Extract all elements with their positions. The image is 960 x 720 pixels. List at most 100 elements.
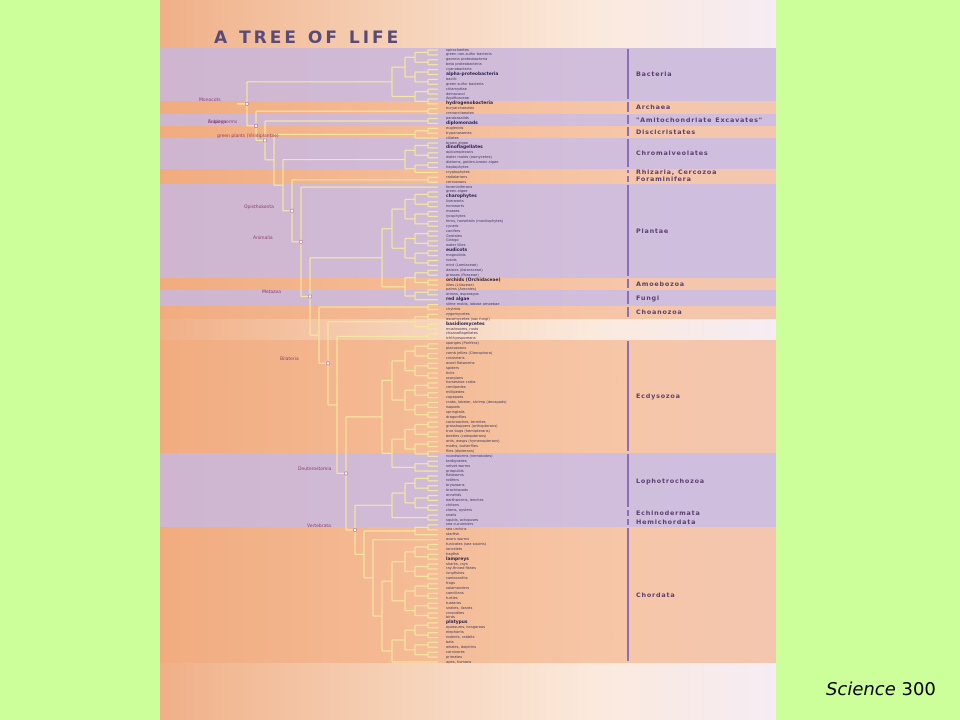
taxon-label: lancelets [446,546,463,551]
taxon-label: millipedes [446,390,465,395]
taxon-label: roundworms (nematodes) [446,453,493,458]
clade-label: Foraminifera [636,175,692,183]
clade-band [160,169,776,175]
taxon-label: parabasalids [446,116,469,121]
taxon-label: foraminiferans [446,184,473,189]
taxon-label: tunicates (sea squirts) [446,541,487,546]
taxon-label: acoel flatworms [446,360,475,365]
taxon-label: radiolarians [446,174,468,179]
taxon-label: grasshoppers (orthopterans) [446,424,498,429]
clade-label: Archaea [636,103,671,111]
taxon-label: placozoans [446,346,467,351]
taxon-label: cyanobacteria [446,67,472,72]
clade-band [160,340,776,453]
clade-band [160,114,776,126]
taxon-label: gamma proteobacteria [446,57,488,62]
taxon-label: copepods [446,395,464,400]
taxon-label: mosses [446,209,460,214]
taxon-label: cercozoans [446,179,467,184]
taxon-label: squids, octopuses [446,517,479,522]
clade-band [160,290,776,306]
taxon-label: Aquificaceae [446,96,469,101]
clade-label: Ecdysozoa [636,392,681,400]
taxon-label: turtles [446,595,458,600]
clade-node-marker [344,471,348,476]
taxon-label: ants, wasps (hymenopterans) [446,439,500,444]
taxon-label: sponges (Porifera) [446,341,479,346]
clade-label: Bacteria [636,70,673,78]
taxon-label: rotifers [446,478,459,483]
clade-band [160,509,776,518]
clade-band [160,175,776,184]
taxon-label: hagfish [446,551,460,556]
taxon-label: red algae [446,297,470,303]
taxon-label: water lilies [446,243,466,248]
taxon-label: carnivores [446,649,465,654]
taxon-label: lungfishes [446,571,465,576]
taxon-label: cnidarians [446,355,465,360]
taxon-label: cryptophytes [446,169,470,174]
taxon-label: trypanosomes [446,130,472,135]
clade-node-label: Angiosperms [208,119,238,125]
taxon-label: green non-sulfur bacteria [446,52,492,57]
taxon-label: mushrooms, rusts [446,326,479,331]
taxon-labels: Bacteria Archaea "Amitochondriate Excavate… [160,0,776,720]
taxon-label: bats [446,639,454,644]
citation-volume: 300 [901,679,936,700]
taxon-label: mint (Lamiaceae) [446,262,478,267]
clade-bands [160,0,776,720]
taxon-label: dragonflies [446,414,467,419]
taxon-label: acorn worms [446,537,470,542]
clade-node-marker [245,101,249,106]
clade-node-marker [299,239,303,244]
clade-band [160,518,776,527]
clade-label: Hemichordata [636,518,697,526]
taxon-label: euglenids [446,125,464,130]
taxon-label: ascomycetes (sac fungi) [446,316,490,321]
taxon-label: choanoflagellates [446,331,478,336]
taxon-label: isopods [446,404,460,409]
taxon-label: flies (dipterans) [446,448,475,453]
taxon-label: ciliates [446,135,459,140]
taxon-label: rodents, rabbits [446,635,475,640]
taxon-label: starfish [446,532,460,537]
clade-node-label: Deuterostomia [298,467,332,473]
taxon-label: primates [446,654,462,659]
clade-node-label: Opisthokonta [244,204,274,210]
taxon-label: snakes, lizards [446,605,473,610]
clade-node-label: Metazoa [262,290,282,296]
clade-label: Fungi [636,293,660,302]
taxon-label: deinococci [446,91,466,96]
taxon-label: alpha-proteobacteria [446,71,499,77]
taxon-label: comb jellies (Ctenophora) [446,351,493,356]
taxon-label: crocodiles [446,610,465,615]
taxon-label: grasses (Poaceae) [446,272,479,277]
taxon-label: palms (Arecales) [446,287,477,292]
taxon-label: green sulfur bacteria [446,81,484,86]
taxon-label: haptophytes [446,165,469,169]
taxon-label: apes, humans [446,659,472,664]
taxon-label: magnoliids [446,253,466,258]
clade-label: Chordata [636,590,676,599]
taxon-label: brachiopods [446,488,469,493]
taxon-label: sea urchins [446,527,467,532]
tree-of-life-poster: Bacteria Archaea "Amitochondriate Excavate… [160,0,776,720]
taxon-label: beetles (coleopterans) [446,434,487,439]
clade-label: Lophotrochozoa [636,476,705,485]
taxon-label: green algae [446,189,468,194]
taxon-label: lilies (Liliaceae) [446,282,474,287]
taxon-label: charophytes [446,194,477,200]
taxon-label: daisies (Asteraceae) [446,267,483,272]
taxon-label: velvet worms [446,463,471,468]
taxon-label: zygomycetes [446,311,470,316]
taxon-label: annelids [446,493,462,498]
taxon-label: bryozoans [446,483,465,488]
taxon-label: brown algae [446,140,469,145]
taxon-label: true bugs (hemipterans) [446,429,490,434]
taxon-label: eudicots [446,248,468,254]
clade-band [160,306,776,319]
clade-node-label: Eukarya [208,119,227,125]
taxon-label: hydrogenobacteria [446,101,493,107]
clade-node-label: Animalia [253,235,273,241]
clade-label: Plantae [636,226,670,235]
